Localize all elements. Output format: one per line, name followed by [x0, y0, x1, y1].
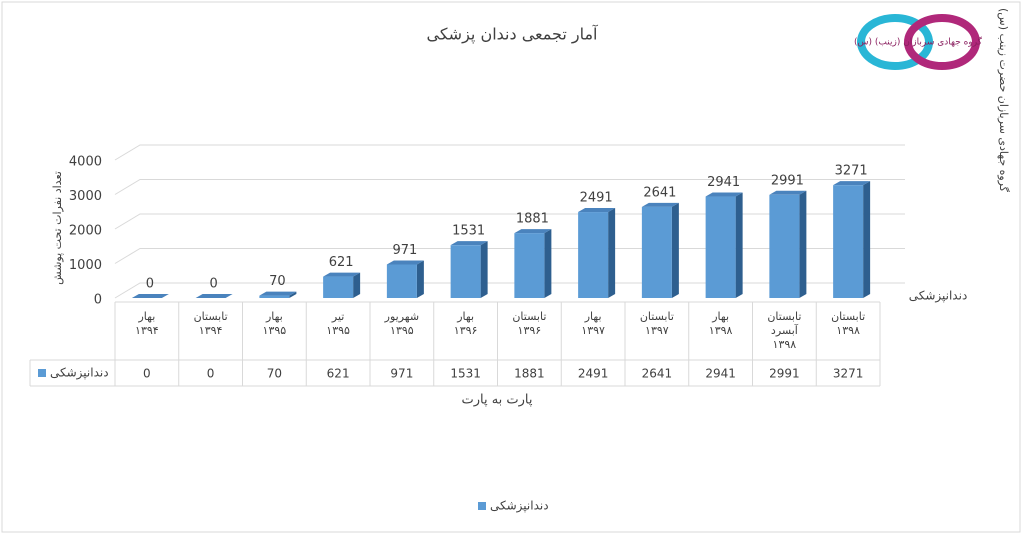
- legend-key: [38, 369, 46, 377]
- bar-top: [705, 192, 743, 197]
- y-axis-title: تعداد نفرات تحت پوشش: [51, 171, 64, 285]
- bar-side: [480, 241, 488, 298]
- bar-side: [353, 272, 361, 298]
- bar-top: [450, 241, 488, 246]
- data-label: 971: [392, 243, 417, 258]
- x-tick-label: شهریور ۱۳۹۵: [384, 310, 420, 337]
- x-tick-label: بهار ۱۳۹۴: [135, 310, 159, 337]
- x-tick-label: تابستان ۱۳۹۶: [512, 310, 547, 337]
- x-tick-label: بهار ۱۳۹۸: [708, 310, 733, 337]
- bar: [641, 206, 672, 298]
- x-axis-title: پارت به پارت: [461, 393, 532, 408]
- x-tick-label: تابستان ۱۳۹۴: [193, 310, 228, 337]
- bar-top: [323, 272, 361, 277]
- table-value: 621: [327, 367, 350, 381]
- bar: [705, 196, 736, 298]
- bar-side: [671, 202, 679, 298]
- legend-swatch: [478, 502, 486, 510]
- table-value: 2941: [705, 367, 736, 381]
- y-tick-label: 3000: [69, 189, 102, 204]
- table-value: 3271: [833, 367, 864, 381]
- bar-top: [195, 294, 233, 298]
- depth-axis-label: دندانپزشکی: [909, 289, 968, 304]
- bar-side: [799, 190, 807, 298]
- data-label: 1531: [452, 224, 485, 239]
- bar-top: [259, 291, 297, 296]
- data-label: 2491: [580, 191, 613, 206]
- bar: [323, 276, 354, 298]
- bar: [514, 233, 545, 298]
- x-tick-label: تابستان آبسرد ۱۳۹۸: [767, 310, 802, 351]
- x-tick-label: تیر ۱۳۹۵: [326, 310, 350, 337]
- bar-top: [641, 202, 679, 207]
- y-tick-label: 1000: [69, 258, 102, 273]
- bar-side: [608, 208, 616, 298]
- bar-side: [863, 181, 871, 298]
- bar: [578, 212, 609, 298]
- bar: [450, 245, 481, 298]
- bar-top: [386, 260, 424, 265]
- table-value: 70: [267, 367, 282, 381]
- data-label: 2941: [707, 175, 740, 190]
- data-label: 70: [269, 274, 286, 289]
- x-tick-label: بهار ۱۳۹۶: [453, 310, 478, 337]
- table-value: 1531: [450, 367, 481, 381]
- data-label: 3271: [835, 164, 868, 179]
- x-tick-label: تابستان ۱۳۹۷: [639, 310, 674, 337]
- table-value: 2641: [642, 367, 673, 381]
- data-label: 1881: [516, 212, 549, 227]
- y-tick-label: 4000: [69, 155, 102, 170]
- table-value: 0: [143, 367, 151, 381]
- y-tick-label: 0: [94, 293, 102, 308]
- table-series-name: دندانپزشکی: [50, 366, 109, 381]
- side-text: گروه جهادی سربازان حضرت زینب (س): [997, 8, 1010, 193]
- bar-side: [735, 192, 743, 298]
- chart-title: آمار تجمعی دندان پزشکی: [427, 25, 600, 45]
- bar: [259, 295, 290, 298]
- logo-ring: [857, 14, 933, 70]
- table-value: 1881: [514, 367, 545, 381]
- data-label: 2641: [643, 185, 676, 200]
- x-tick-label: بهار ۱۳۹۷: [581, 310, 605, 337]
- table-value: 2491: [578, 367, 609, 381]
- logo-ring: [904, 14, 980, 70]
- table-value: 0: [207, 367, 215, 381]
- data-label: 0: [146, 277, 154, 292]
- bar-side: [289, 291, 297, 298]
- bar-top: [833, 181, 871, 186]
- bar-side: [416, 260, 424, 298]
- bar-top: [769, 190, 807, 195]
- legend-label: دندانپزشکی: [490, 499, 549, 514]
- x-tick-label: بهار ۱۳۹۵: [262, 310, 287, 337]
- x-tick-label: تابستان ۱۳۹۸: [831, 310, 866, 337]
- bar-top: [578, 208, 616, 213]
- data-label: 2991: [771, 173, 804, 188]
- data-label: 621: [329, 255, 354, 270]
- grid-line: [114, 144, 905, 161]
- bar-top: [131, 294, 169, 298]
- grid-line: [114, 179, 905, 195]
- logo: گروه جهادی سربازان (زینب) (س): [854, 14, 983, 70]
- data-label: 0: [209, 277, 217, 292]
- y-tick-label: 2000: [69, 224, 102, 239]
- bar-side: [544, 229, 552, 298]
- table-value: 2991: [769, 367, 800, 381]
- bar: [833, 185, 864, 298]
- logo-text: گروه جهادی سربازان (زینب) (س): [854, 36, 983, 48]
- bar-top: [514, 229, 552, 234]
- bar: [386, 264, 417, 298]
- bar: [769, 194, 800, 298]
- table-value: 971: [390, 367, 413, 381]
